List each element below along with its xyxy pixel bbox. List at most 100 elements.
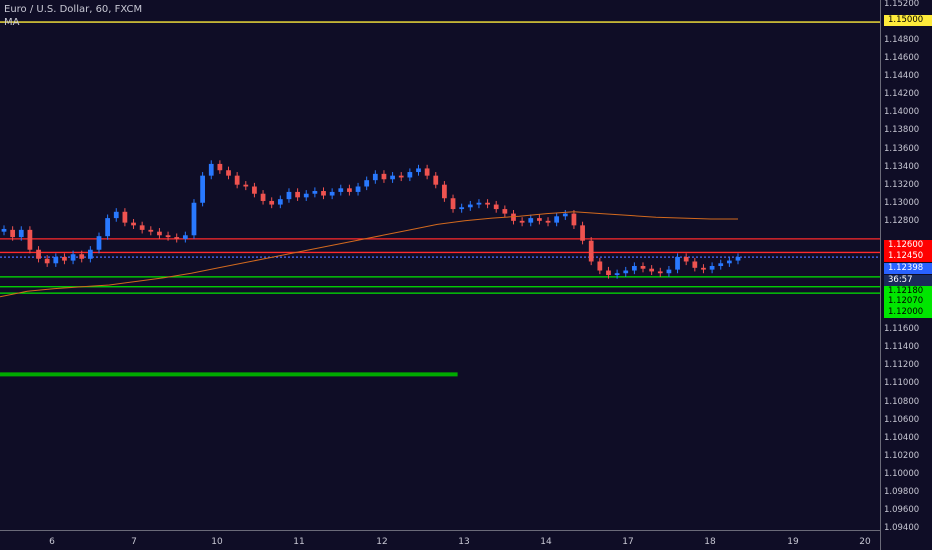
candle-body — [122, 211, 128, 223]
price-tick-label: 1.09600 — [884, 504, 920, 515]
candle-body — [649, 268, 655, 272]
candle-body — [606, 270, 611, 276]
candle-body — [277, 199, 283, 205]
price-tag: 1.12600 — [884, 240, 932, 251]
candle-body — [364, 180, 370, 187]
candle-body — [329, 191, 335, 196]
candle-body — [528, 218, 534, 223]
time-tick-label: 17 — [622, 537, 634, 547]
candle-body — [10, 229, 16, 238]
candle-body — [640, 266, 646, 269]
candle-body — [70, 254, 76, 261]
price-tick-label: 1.09800 — [884, 486, 920, 497]
candle-body — [701, 267, 706, 270]
candle-body — [208, 163, 214, 176]
candle-body — [286, 191, 292, 200]
candle-body — [459, 207, 465, 210]
price-tick-label: 1.14600 — [884, 53, 920, 64]
candle-body — [442, 184, 447, 199]
candle-body — [312, 191, 318, 194]
candle-body — [623, 270, 629, 274]
candle-body — [614, 273, 620, 276]
time-tick-label: 7 — [131, 537, 137, 547]
time-tick-label: 12 — [376, 537, 388, 547]
symbol-title[interactable]: Euro / U.S. Dollar, 60, FXCM — [4, 4, 143, 15]
time-tick-label: 20 — [859, 537, 871, 547]
candle-body — [537, 218, 542, 221]
candle-body — [632, 266, 637, 271]
price-tag: 36:57 — [884, 275, 932, 286]
candle-body — [148, 229, 154, 232]
price-tag: 1.15000 — [884, 15, 932, 26]
candle-body — [666, 269, 672, 274]
candle-body — [157, 231, 162, 236]
candle-body — [36, 249, 41, 259]
price-tick-label: 1.13800 — [884, 125, 920, 136]
moving-average-line — [0, 211, 738, 298]
candle-body — [96, 236, 102, 250]
candle-body — [467, 204, 473, 208]
candle-body — [191, 202, 197, 236]
candle-body — [588, 240, 594, 262]
candle-body — [424, 168, 430, 176]
candle-body — [131, 222, 136, 226]
time-tick-label: 14 — [540, 537, 552, 547]
price-axis-border — [880, 0, 881, 550]
time-tick-label: 19 — [787, 537, 799, 547]
candle-body — [217, 163, 223, 171]
price-tag: 1.12450 — [884, 251, 932, 262]
indicator-label[interactable]: MA — [4, 17, 20, 28]
candle-body — [675, 256, 680, 270]
time-tick-label: 11 — [293, 537, 305, 547]
candle-body — [718, 263, 724, 266]
candle-body — [597, 261, 603, 271]
candle-body — [381, 173, 387, 180]
candle-body — [87, 249, 93, 259]
candle-body — [657, 271, 663, 274]
candle-body — [139, 225, 145, 230]
time-axis-border — [0, 530, 880, 531]
candle-body — [519, 220, 525, 223]
candle-body — [226, 170, 231, 176]
candle-body — [303, 193, 309, 198]
price-tick-label: 1.13600 — [884, 143, 920, 154]
price-tag: 1.12000 — [884, 307, 932, 318]
candle-body — [53, 256, 59, 264]
candle-body — [338, 188, 344, 192]
candle-body — [44, 258, 50, 264]
price-tick-label: 1.12800 — [884, 215, 920, 226]
price-tick-label: 1.10400 — [884, 432, 920, 443]
candle-body — [726, 260, 732, 264]
candle-body — [79, 254, 85, 259]
candle-body — [113, 211, 119, 219]
time-tick-label: 6 — [49, 537, 55, 547]
price-tag: 1.12070 — [884, 296, 932, 307]
candle-body — [18, 229, 24, 238]
candle-body — [450, 198, 456, 210]
candle-body — [27, 229, 33, 250]
candle-body — [398, 175, 404, 178]
candle-body — [105, 218, 110, 237]
candle-body — [735, 256, 741, 261]
candle-body — [62, 256, 67, 261]
candle-body — [234, 175, 240, 185]
candle-body — [165, 235, 171, 238]
candle-body — [252, 186, 257, 194]
candle-body — [390, 175, 395, 180]
price-tick-label: 1.09400 — [884, 523, 920, 533]
candle-body — [347, 188, 352, 192]
candle-body — [683, 256, 689, 262]
candle-body — [355, 186, 361, 192]
candle-body — [433, 175, 439, 185]
candle-body — [321, 191, 326, 196]
time-tick-label: 13 — [458, 537, 470, 547]
price-tick-label: 1.13200 — [884, 179, 920, 190]
candle-body — [502, 209, 508, 214]
candle-body — [476, 202, 482, 205]
price-tick-label: 1.13400 — [884, 161, 920, 172]
price-tag: 1.12398 — [884, 263, 932, 274]
candle-body — [182, 235, 188, 239]
candle-body — [243, 184, 249, 187]
